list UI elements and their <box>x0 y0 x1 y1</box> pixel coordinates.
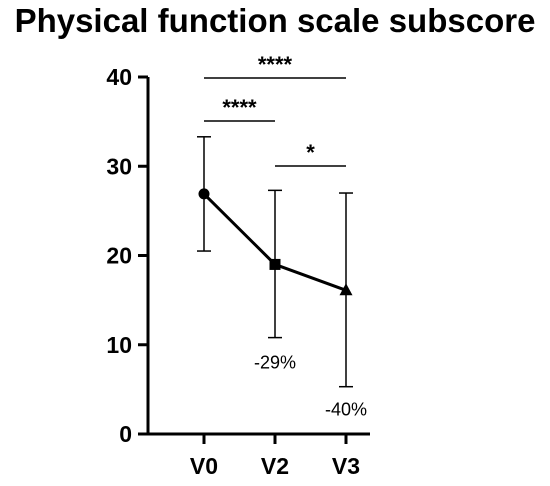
x-tick-label: V3 <box>332 453 360 479</box>
x-tick-label: V2 <box>261 453 289 479</box>
significance-brackets: ********* <box>204 52 346 167</box>
significance-label: **** <box>258 52 293 77</box>
data-point-triangle <box>339 283 353 296</box>
percent-change-label: -40% <box>325 400 367 420</box>
y-tick-label: 30 <box>106 153 132 179</box>
y-tick-label: 10 <box>106 332 132 358</box>
y-tick-label: 20 <box>106 243 132 269</box>
significance-label: * <box>306 140 315 165</box>
markers <box>198 188 353 296</box>
point-labels: -29% -40% <box>254 353 367 420</box>
percent-change-label: -29% <box>254 353 296 373</box>
chart-title: Physical function scale subscore <box>14 2 536 39</box>
axes: 0 10 20 30 40 V0 V2 V3 <box>106 64 370 479</box>
data-point-circle <box>198 188 210 200</box>
x-tick-label: V0 <box>190 453 218 479</box>
y-tick-label: 40 <box>106 64 132 90</box>
y-tick-label: 0 <box>119 421 132 447</box>
significance-label: **** <box>222 95 257 120</box>
data-point-square <box>269 258 281 270</box>
